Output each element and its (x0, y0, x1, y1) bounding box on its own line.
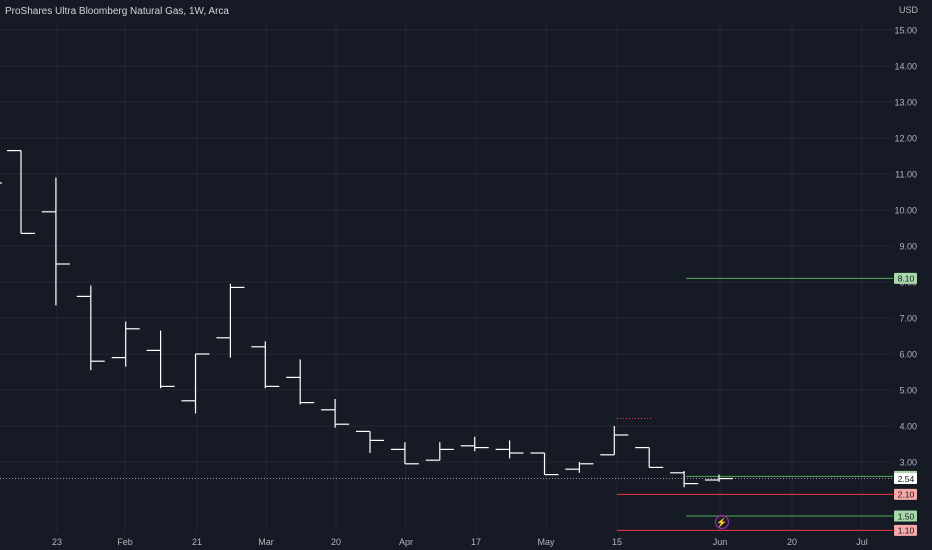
ohlc-bar (390, 442, 419, 465)
x-tick-label: Mar (258, 537, 274, 547)
level-price-label-bg (894, 488, 917, 500)
lightning-icon[interactable] (714, 514, 730, 530)
ohlc-bar (286, 359, 315, 405)
x-tick-label: 17 (471, 537, 481, 547)
price-axis[interactable]: 15.0014.0013.0012.0011.0010.009.008.007.… (894, 26, 917, 536)
level-price-label-text: 8.10 (898, 274, 915, 284)
y-tick-label: 13.00 (894, 98, 917, 108)
level-price-label[interactable]: 1.50 (894, 510, 917, 522)
chart-title: ProShares Ultra Bloomberg Natural Gas, 1… (5, 6, 229, 17)
y-tick-label: 12.00 (894, 134, 917, 144)
y-tick-label: 11.00 (895, 170, 917, 180)
level-price-label-bg (894, 524, 917, 536)
level-price-label[interactable]: 1.10 (894, 524, 917, 536)
x-tick-label: 23 (52, 537, 62, 547)
ohlc-bar (7, 150, 35, 234)
x-tick-label: May (537, 537, 555, 547)
last-price-label-text: 2.54 (898, 474, 915, 484)
x-tick-label: Jul (856, 537, 868, 547)
y-tick-label: 3.00 (899, 458, 917, 468)
x-tick-label: 21 (192, 537, 202, 547)
last-price-label[interactable]: 2.54 (894, 473, 917, 485)
ohlc-bar (76, 285, 105, 371)
ohlc-bar (635, 447, 664, 468)
ohlc-bar (530, 452, 559, 476)
level-price-label-text: 1.50 (898, 511, 915, 521)
level-price-label-text: 1.10 (898, 526, 915, 536)
ohlc-bar (251, 341, 280, 389)
lightning-glyph: ⚡ (716, 517, 727, 529)
event-marker[interactable]: ⚡ (714, 514, 730, 530)
time-axis[interactable]: 23 Feb 21 Mar 20 Apr 17 May 15 Jun 20 Jul (52, 537, 868, 547)
y-tick-label: 7.00 (899, 314, 917, 324)
level-price-label-text: 2.10 (898, 490, 915, 500)
x-tick-label: 20 (787, 537, 797, 547)
x-tick-label: Apr (399, 537, 413, 547)
y-tick-label: 10.00 (894, 206, 917, 216)
currency-label: USD (899, 5, 919, 15)
ohlc-bar (565, 462, 594, 473)
y-tick-label: 15.00 (894, 26, 917, 36)
ohlc-bars (0, 150, 733, 488)
ohlc-bar (600, 426, 629, 456)
level-lines (0, 277, 893, 531)
y-tick-label: 5.00 (899, 386, 917, 396)
ohlc-bar (425, 442, 454, 461)
ohlc-bar (495, 440, 524, 459)
level-price-label[interactable]: 8.10 (894, 272, 917, 284)
ohlc-bar (41, 177, 70, 306)
ohlc-bar (356, 430, 384, 453)
ohlc-bar (321, 399, 350, 428)
y-tick-label: 6.00 (899, 350, 917, 360)
ohlc-bar (111, 321, 140, 367)
x-tick-label: Jun (713, 537, 728, 547)
level-price-label-bg (894, 510, 917, 522)
y-tick-label: 4.00 (899, 422, 917, 432)
ohlc-bar (181, 353, 210, 414)
ohlc-bar (705, 474, 733, 482)
y-tick-label: 9.00 (899, 242, 917, 252)
ohlc-bar (460, 436, 489, 452)
x-tick-label: 20 (331, 537, 341, 547)
level-price-label-bg (894, 272, 917, 284)
ohlc-bar (146, 330, 175, 389)
x-tick-label: 15 (612, 537, 622, 547)
y-tick-label: 14.00 (894, 62, 917, 72)
level-price-label[interactable]: 2.10 (894, 488, 917, 500)
ohlc-bar (216, 283, 245, 358)
ohlc-bar (670, 471, 699, 488)
last-price-label-bg (894, 473, 917, 485)
x-tick-label: Feb (117, 537, 133, 547)
